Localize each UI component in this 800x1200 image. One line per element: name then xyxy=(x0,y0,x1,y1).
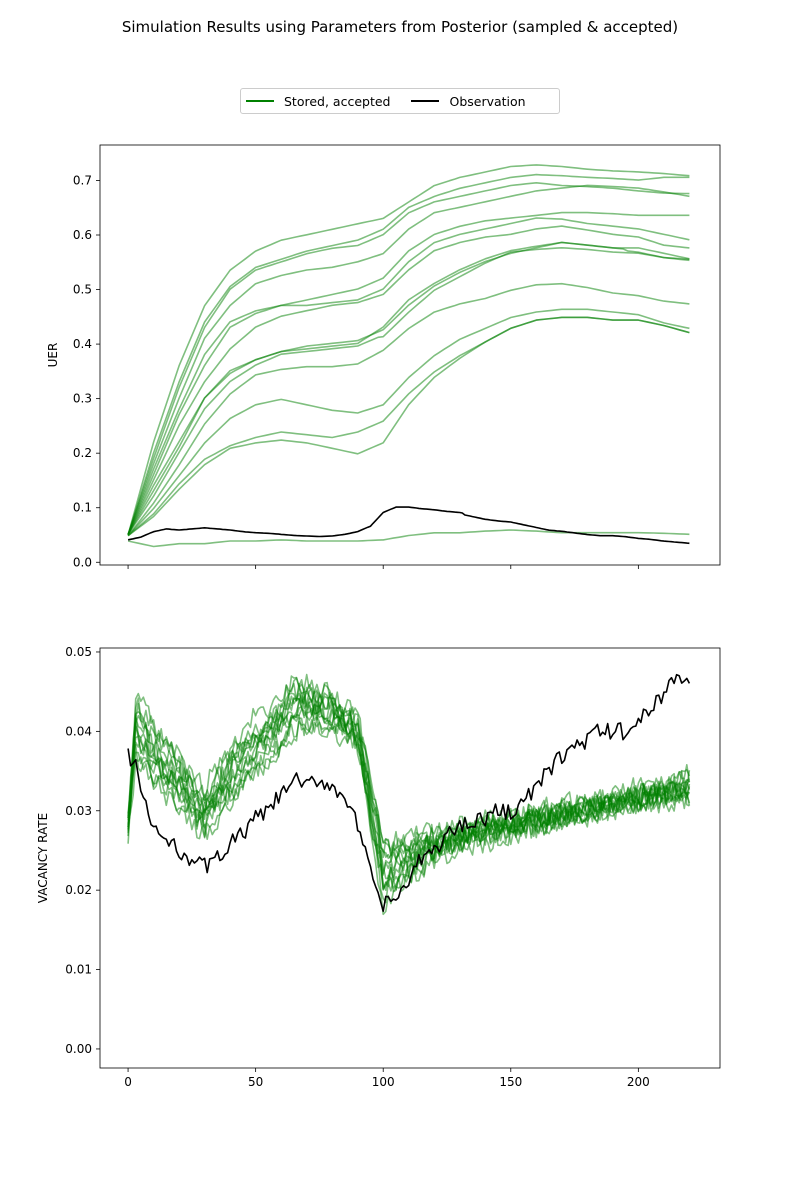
plot-frame xyxy=(99,144,721,566)
stored-series-line xyxy=(127,673,691,876)
legend-item-stored: Stored, accepted xyxy=(246,94,390,109)
y-tick-label: 0.05 xyxy=(65,645,92,659)
x-tick-label: 200 xyxy=(627,1075,650,1089)
stored-series-line xyxy=(127,164,690,536)
stored-series-line xyxy=(127,316,690,537)
stored-series-line xyxy=(127,696,691,904)
vacancy-rate-chart: 0 50 100 150 200 0.00 0.01 0.02 0.03 0.04 0.05 VACA… xyxy=(36,645,721,1089)
y-tick-label: 0.2 xyxy=(73,446,92,460)
stored-series-line xyxy=(127,211,690,535)
stored-series-line xyxy=(127,182,690,535)
stored-series-line xyxy=(127,241,690,535)
uer-chart: 0.0 0.1 0.2 0.3 0.4 0.5 0.6 0.7 UER xyxy=(46,144,721,569)
y-tick-label: 0.03 xyxy=(65,804,92,818)
stored-series-line xyxy=(127,682,690,890)
stored-series-line xyxy=(127,282,690,535)
y-tick-label: 0.4 xyxy=(73,337,92,351)
y-tick-label: 0.7 xyxy=(73,173,92,187)
y-tick-label: 0.1 xyxy=(73,501,92,515)
observation-line xyxy=(127,673,691,913)
series-group xyxy=(127,673,691,916)
legend-item-observation: Observation xyxy=(411,93,526,109)
x-tick-label: 50 xyxy=(248,1075,263,1089)
x-tick-label: 100 xyxy=(372,1075,395,1089)
y-tick-label: 0.6 xyxy=(73,228,92,242)
y-tick-label: 0.01 xyxy=(65,963,92,977)
legend-swatch-observation xyxy=(411,100,440,102)
series-group xyxy=(127,164,690,548)
y-tick-label: 0.02 xyxy=(65,883,92,897)
legend-label-observation: Observation xyxy=(449,93,526,109)
stored-series-line xyxy=(127,241,690,535)
legend-label-stored: Stored, accepted xyxy=(284,93,391,109)
x-tick-label: 0 xyxy=(124,1075,132,1089)
legend-swatch-stored xyxy=(246,100,274,102)
stored-series-line xyxy=(127,184,690,535)
y-axis-label: VACANCY RATE xyxy=(36,813,50,903)
x-tick-label: 150 xyxy=(499,1075,522,1089)
plot-frame xyxy=(99,647,721,1069)
y-tick-label: 0.00 xyxy=(65,1042,92,1056)
y-tick-label: 0.5 xyxy=(73,283,92,297)
y-tick-label: 0.3 xyxy=(73,392,92,406)
stored-series-line xyxy=(127,217,690,535)
y-tick-label: 0.04 xyxy=(65,724,92,738)
stored-series-line xyxy=(127,316,690,537)
stored-series-line xyxy=(127,308,690,537)
stored-series-line xyxy=(127,529,690,548)
y-axis-label: UER xyxy=(46,343,60,368)
y-tick-label: 0.0 xyxy=(73,555,92,569)
stored-series-line xyxy=(127,697,691,857)
stored-series-line xyxy=(127,173,690,535)
figure-title: Simulation Results using Parameters from… xyxy=(121,18,679,36)
stored-series-line xyxy=(127,247,690,535)
observation-line xyxy=(127,506,690,545)
legend: Stored, accepted Observation xyxy=(240,88,560,114)
stored-series-line xyxy=(127,225,690,535)
